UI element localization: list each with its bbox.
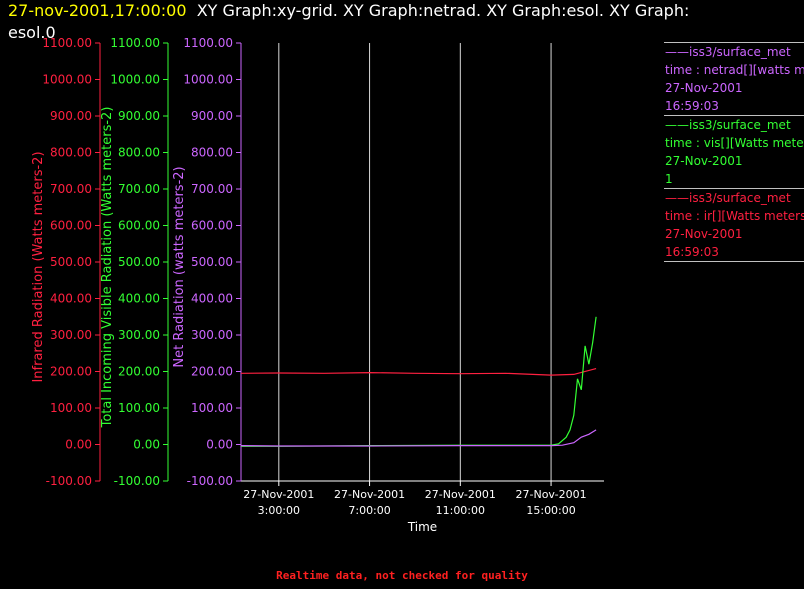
- y-tick-label: 200.00: [191, 365, 233, 379]
- y-tick-label: 700.00: [50, 182, 92, 196]
- y-tick-label: 300.00: [50, 328, 92, 342]
- y-tick-label: 700.00: [191, 182, 233, 196]
- y-tick-label: 900.00: [118, 109, 160, 123]
- y-tick-label: 0.00: [206, 438, 233, 452]
- y-tick-label: 1100.00: [42, 36, 92, 50]
- x-tick-date: 27-Nov-2001: [243, 488, 314, 501]
- y-tick-label: 1100.00: [183, 36, 233, 50]
- x-tick-time: 3:00:00: [258, 504, 300, 517]
- title-bar: 27-nov-2001,17:00:00 XY Graph:xy-grid. X…: [0, 0, 804, 46]
- y-tick-label: 400.00: [191, 292, 233, 306]
- legend-text: 27-Nov-2001: [665, 227, 743, 241]
- y-tick-label: 100.00: [118, 401, 160, 415]
- y-tick-label: 100.00: [50, 401, 92, 415]
- x-tick-time: 11:00:00: [436, 504, 485, 517]
- y-tick-label: 600.00: [50, 219, 92, 233]
- x-tick-time: 15:00:00: [526, 504, 575, 517]
- legend-text: time : ir[][Watts meters-2]: [665, 209, 804, 223]
- legend-text: 27-Nov-2001: [665, 81, 743, 95]
- y-axis-label: Infrared Radiation (Watts meters-2): [31, 151, 46, 382]
- x-tick-date: 27-Nov-2001: [425, 488, 496, 501]
- y-axis-label: Total Incoming Visible Radiation (Watts …: [100, 107, 115, 429]
- legend-text: 16:59:03: [665, 99, 719, 113]
- series-line-netrad: [240, 429, 597, 447]
- y-tick-label: 900.00: [50, 109, 92, 123]
- y-tick-label: 800.00: [50, 146, 92, 160]
- legend-text: 1: [665, 172, 673, 186]
- title-date: 27-nov-2001,17:00:00: [8, 1, 187, 20]
- y-tick-label: 800.00: [118, 146, 160, 160]
- y-tick-label: 1000.00: [110, 73, 160, 87]
- footer-note: Realtime data, not checked for quality: [276, 569, 528, 582]
- legend-text: time : vis[][Watts meters-2]: [665, 136, 804, 150]
- y-tick-label: 600.00: [191, 219, 233, 233]
- legend-text: ——iss3/surface_met: [665, 118, 791, 132]
- y-tick-label: 400.00: [118, 292, 160, 306]
- y-tick-label: 700.00: [118, 182, 160, 196]
- y-tick-label: 200.00: [118, 365, 160, 379]
- y-tick-label: -100.00: [187, 474, 233, 488]
- title-line-1: 27-nov-2001,17:00:00 XY Graph:xy-grid. X…: [8, 0, 689, 22]
- y-tick-label: 0.00: [65, 438, 92, 452]
- y-tick-label: 400.00: [50, 292, 92, 306]
- y-axis-label: Net Radiation (watts meters-2): [172, 166, 187, 367]
- y-tick-label: 300.00: [118, 328, 160, 342]
- y-tick-label: -100.00: [114, 474, 160, 488]
- legend-text: time : netrad[][watts meters-2]: [665, 63, 804, 77]
- y-tick-label: 500.00: [50, 255, 92, 269]
- y-tick-label: 900.00: [191, 109, 233, 123]
- y-tick-label: 800.00: [191, 146, 233, 160]
- y-tick-label: 1000.00: [183, 73, 233, 87]
- y-tick-label: 500.00: [191, 255, 233, 269]
- x-tick-time: 7:00:00: [348, 504, 390, 517]
- y-tick-label: 300.00: [191, 328, 233, 342]
- y-tick-label: 600.00: [118, 219, 160, 233]
- legend-divider: [664, 261, 804, 262]
- x-tick-date: 27-Nov-2001: [334, 488, 405, 501]
- x-axis-label: Time: [407, 520, 437, 534]
- x-tick-date: 27-Nov-2001: [516, 488, 587, 501]
- y-tick-label: 500.00: [118, 255, 160, 269]
- legend-text: ——iss3/surface_met: [665, 45, 791, 59]
- legend-text: 16:59:03: [665, 245, 719, 259]
- title-graphs: XY Graph:xy-grid. XY Graph:netrad. XY Gr…: [196, 1, 690, 20]
- y-tick-label: -100.00: [46, 474, 92, 488]
- series-line-vis: [241, 316, 597, 447]
- y-tick-label: 100.00: [191, 401, 233, 415]
- legend-text: ——iss3/surface_met: [665, 191, 791, 205]
- y-tick-label: 0.00: [133, 438, 160, 452]
- y-tick-label: 1100.00: [110, 36, 160, 50]
- y-tick-label: 1000.00: [42, 73, 92, 87]
- title-line-2: esol.0: [8, 23, 56, 42]
- series-line-ir: [240, 368, 597, 376]
- legend-text: 27-Nov-2001: [665, 154, 743, 168]
- y-tick-label: 200.00: [50, 365, 92, 379]
